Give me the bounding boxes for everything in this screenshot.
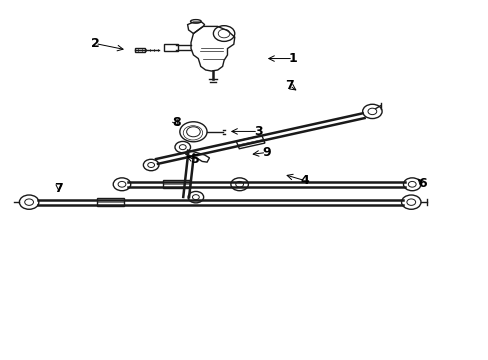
Bar bbox=[236, 135, 264, 149]
Bar bbox=[164, 44, 178, 51]
Text: 3: 3 bbox=[253, 125, 262, 138]
Text: 8: 8 bbox=[172, 116, 181, 129]
Text: 5: 5 bbox=[190, 153, 199, 166]
Text: 1: 1 bbox=[288, 52, 297, 65]
Text: 9: 9 bbox=[262, 146, 270, 159]
Bar bbox=[97, 198, 124, 206]
Text: 4: 4 bbox=[300, 174, 309, 187]
Bar bbox=[163, 180, 189, 188]
Text: 7: 7 bbox=[285, 79, 293, 92]
Text: 2: 2 bbox=[91, 37, 100, 50]
Text: 7: 7 bbox=[54, 182, 63, 195]
Text: 6: 6 bbox=[417, 177, 426, 190]
Bar bbox=[135, 48, 144, 53]
